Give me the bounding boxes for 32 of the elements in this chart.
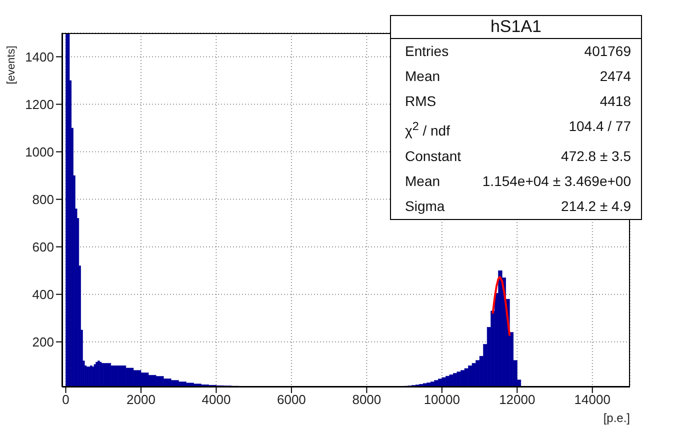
x-tick-label: 2000 [126, 392, 156, 408]
annotation: 1.154e+04 ± 3.469e+00 [482, 172, 631, 191]
annotation: χ$^{2}$ / ndf [405, 119, 450, 141]
annotation: Mean [405, 172, 440, 191]
annotation: Mean [405, 67, 440, 86]
y-tick-label: 200 [32, 334, 54, 350]
x-axis-title: [p.e.] [603, 411, 630, 425]
x-tick-label: 4000 [202, 392, 231, 408]
y-tick-label: 1200 [25, 96, 54, 112]
y-tick-label: 800 [32, 192, 54, 207]
annotation: RMS [405, 92, 436, 111]
annotation: 401769 [584, 42, 631, 61]
annotation: 104.4 / 77 [568, 117, 631, 136]
x-tick-label: 12000 [499, 392, 536, 408]
y-axis-title: [events] [5, 46, 17, 84]
y-tick-label: 1000 [25, 144, 54, 160]
x-tick-label: 6000 [276, 392, 306, 408]
x-tick-label: 14000 [574, 392, 610, 408]
annotation: Sigma [405, 196, 445, 216]
chart-title: hS1A1 [391, 16, 641, 39]
x-tick-label: 0 [62, 392, 70, 408]
annotation: Entries [405, 42, 449, 61]
annotation: Constant [405, 146, 462, 166]
annotation: 4418 [600, 92, 631, 111]
y-tick-label: 600 [32, 239, 54, 254]
x-tick-label: 8000 [352, 392, 382, 408]
x-tick-label: 10000 [424, 392, 460, 408]
y-tick-label: 1400 [25, 49, 54, 64]
annotation: 2474 [600, 67, 631, 86]
annotation: 214.2 ± 4.9 [561, 196, 631, 216]
y-tick-label: 400 [32, 286, 54, 302]
annotation: 472.8 ± 3.5 [561, 146, 631, 166]
